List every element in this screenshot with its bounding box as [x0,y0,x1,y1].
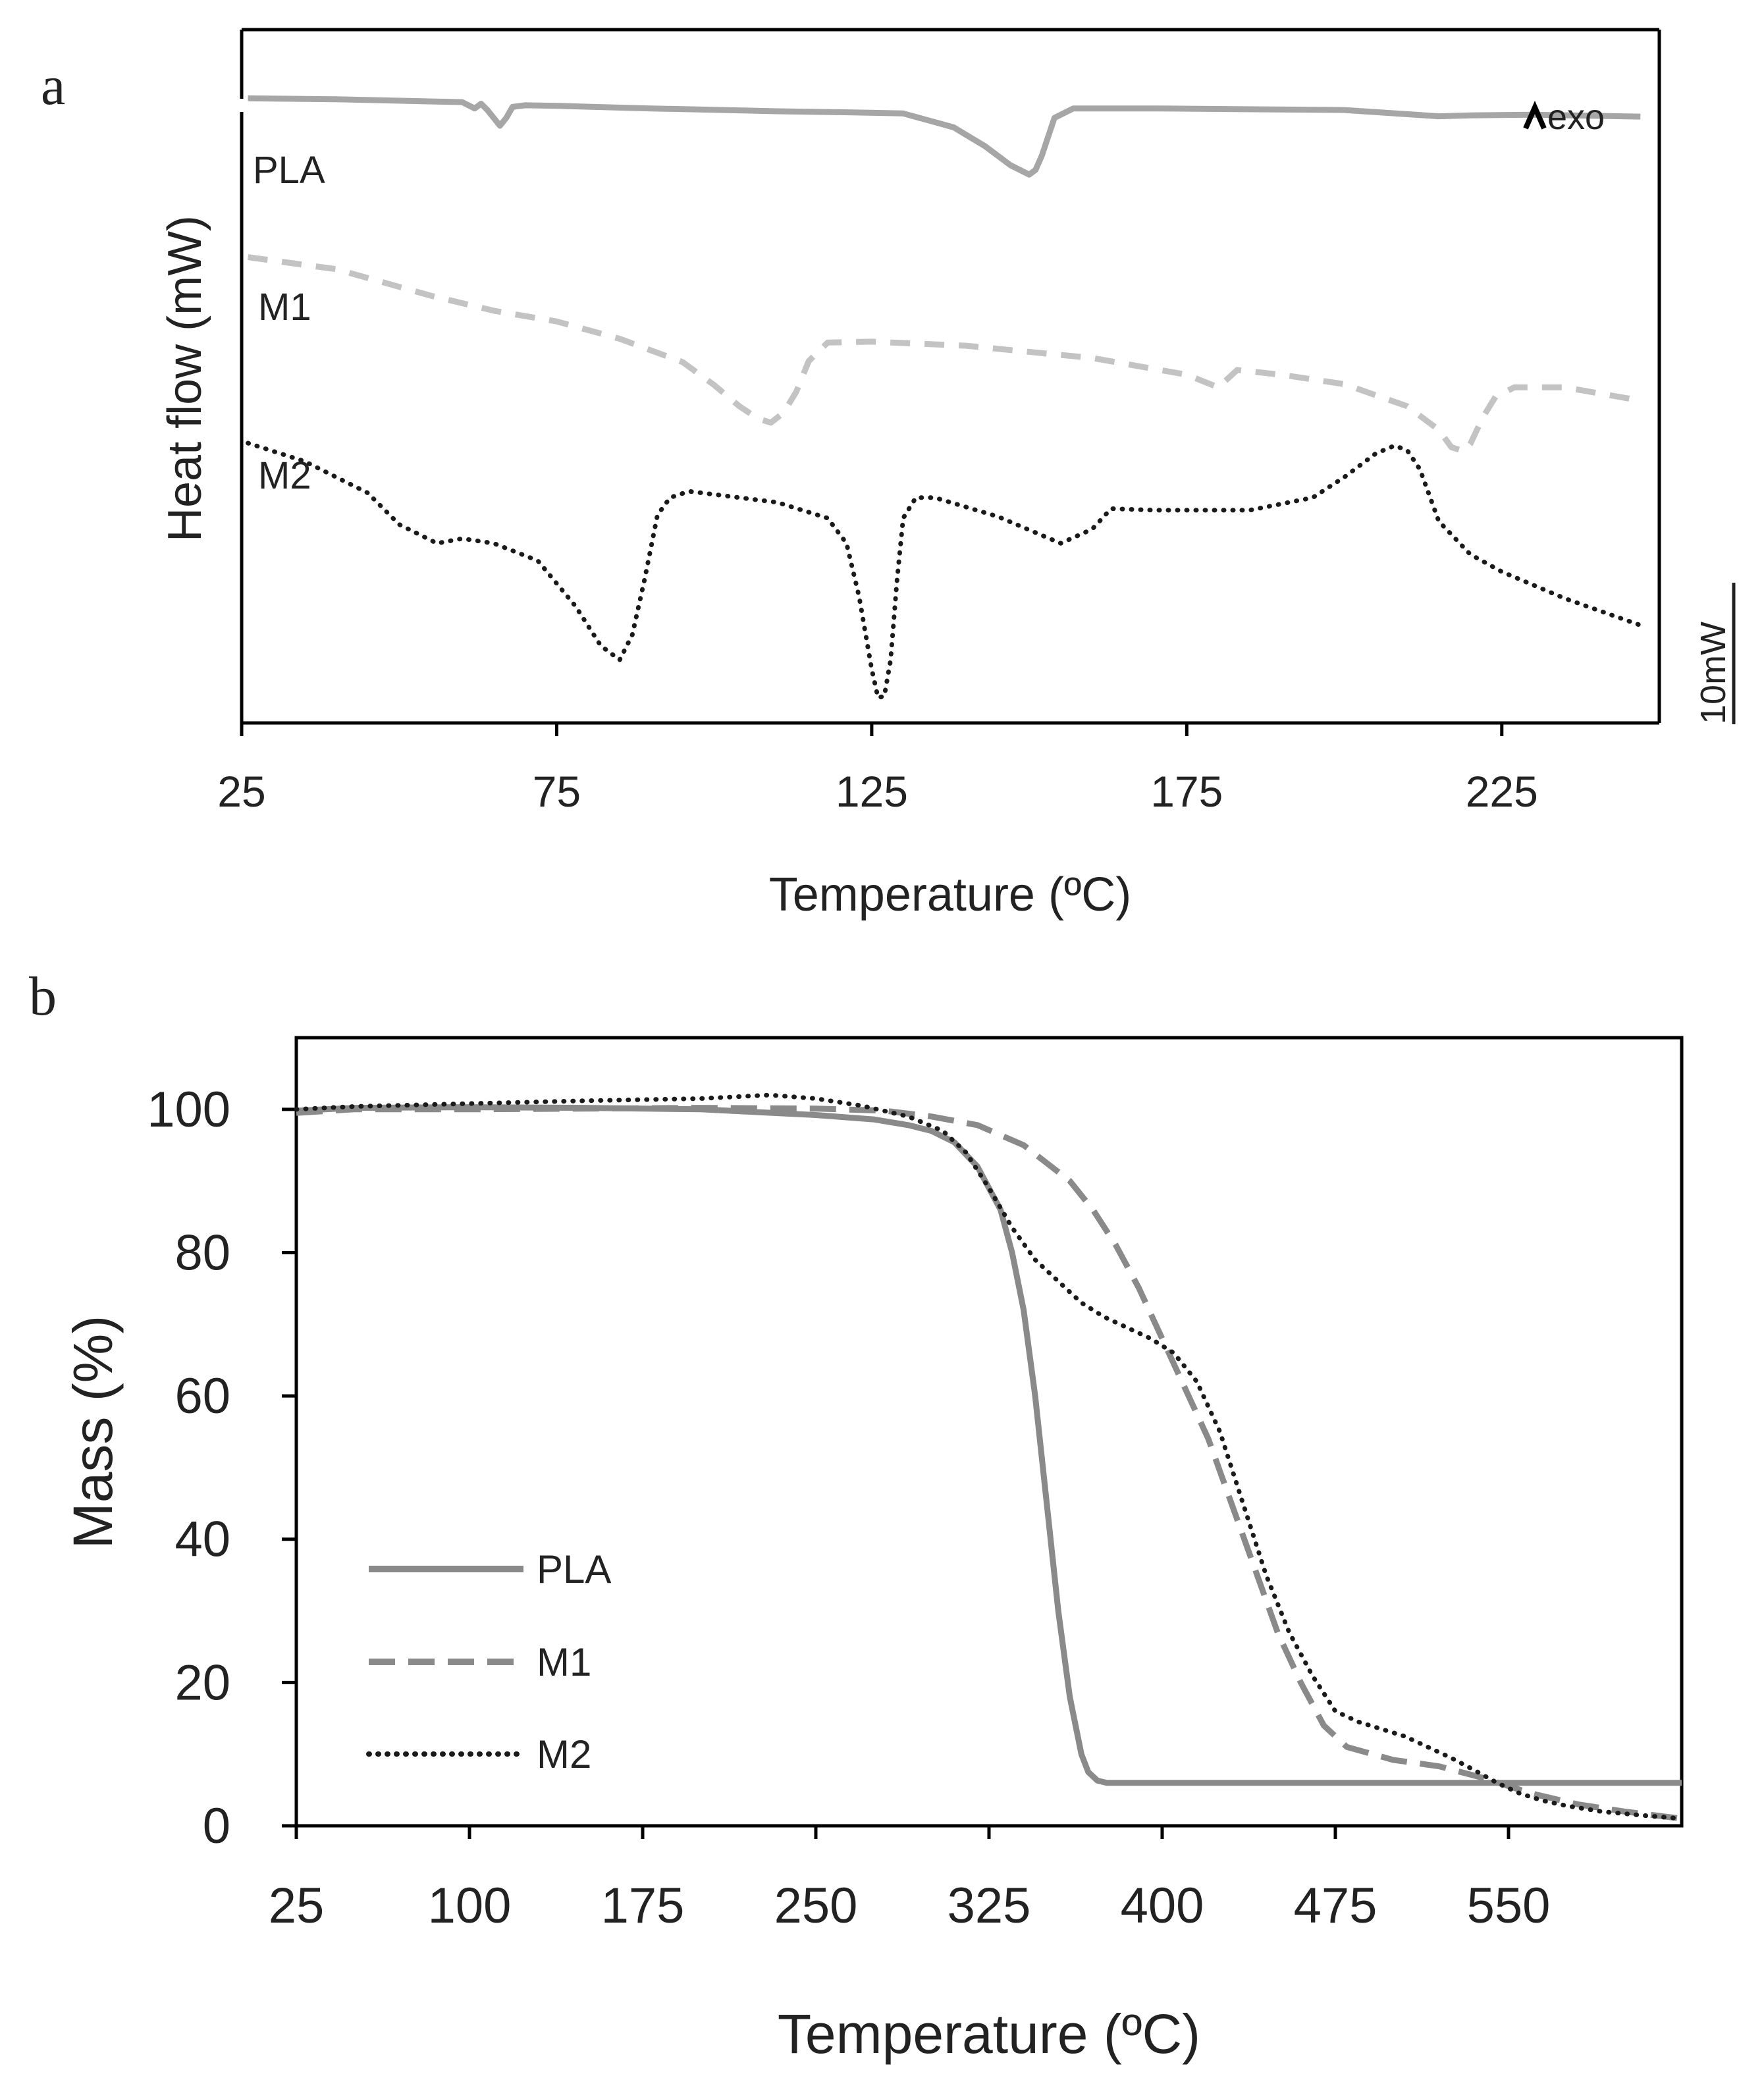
panel-a-y-axis-title: Heat flow (mW) [159,215,211,542]
legend-label-pla: PLA [537,1547,611,1591]
panel-a-x-tick-label: 175 [1150,767,1223,816]
panel-b-x-tick-label: 325 [948,1878,1031,1934]
panel-b-frame [294,1036,1684,1828]
panel-b-y-tick-label: 60 [174,1368,230,1424]
panel-a-x-tick-label: 225 [1466,767,1538,816]
panel-a-letter: a [41,55,65,117]
panel-a-label-m1: M1 [258,286,311,329]
panel-a-curves [246,95,1643,701]
panel-a-x-tick-labels: 25 75 125 175 225 [217,767,1538,816]
panel-a-x-tick-label: 75 [533,767,581,816]
panel-a-exo-indicator: exo [1523,97,1605,137]
panel-b-curve-pla [296,1104,1682,1786]
panel-b-x-tick-label: 25 [269,1878,325,1934]
panel-b-ticks [282,1107,1510,1839]
panel-a-x-tick-label: 125 [836,767,908,816]
panel-b-x-tick-label: 100 [428,1878,512,1934]
panel-a-scale-bar: 10mW [1694,583,1736,724]
legend-label-m1: M1 [537,1640,591,1684]
panel-b-curves [294,1092,1684,1822]
panel-b-y-tick-label: 40 [174,1512,230,1568]
panel-b-legend: PLA M1 M2 [366,1547,611,1776]
panel-b-tick-labels: 25 100 175 250 325 400 475 550 0 20 40 60 80 100 [147,1082,1550,1934]
panel-b-curve-m2 [294,1092,1684,1821]
panel-b-x-axis-title: Temperature (ºC) [778,2003,1200,2065]
panel-a-label-m2: M2 [258,454,311,497]
panel-b-y-tick-label: 80 [174,1225,230,1281]
panel-b-letter: b [29,966,57,1027]
panel-b-x-tick-label: 400 [1121,1878,1204,1934]
panel-a-scale-bar-label: 10mW [1694,622,1733,724]
panel-a-x-ticks [240,723,1504,736]
panel-b-x-tick-label: 175 [601,1878,685,1934]
panel-b-y-tick-label: 20 [174,1655,230,1711]
panel-b-y-axis-title: Mass (%) [62,1316,124,1549]
panel-b-x-tick-label: 550 [1467,1878,1551,1934]
panel-b-tga-chart: b 25 100 175 250 325 400 475 550 0 20 40 60 80 100 PL… [29,966,1684,2065]
panel-b-x-tick-label: 475 [1294,1878,1377,1934]
panel-a-curve-m1 [247,254,1642,454]
panel-a-exo-label: exo [1547,97,1605,137]
panel-b-y-tick-label: 100 [147,1082,230,1138]
panel-b-x-tick-label: 250 [774,1878,858,1934]
panel-a-curve-m2 [246,440,1643,701]
panel-a-x-tick-label: 25 [217,767,265,816]
panel-b-curve-m1 [296,1105,1682,1822]
panel-a-label-pla: PLA [253,149,325,192]
panel-a-x-axis-title: Temperature (ºC) [769,868,1131,921]
exo-up-arrow-icon [1523,101,1547,130]
panel-a-curve-pla [248,95,1641,178]
panel-b-y-tick-label: 0 [203,1798,230,1854]
legend-label-m2: M2 [537,1732,591,1776]
panel-a-dsc-chart: a 25 75 125 175 225 PLA M1 M2 exo 10mW Heat … [41,28,1736,921]
